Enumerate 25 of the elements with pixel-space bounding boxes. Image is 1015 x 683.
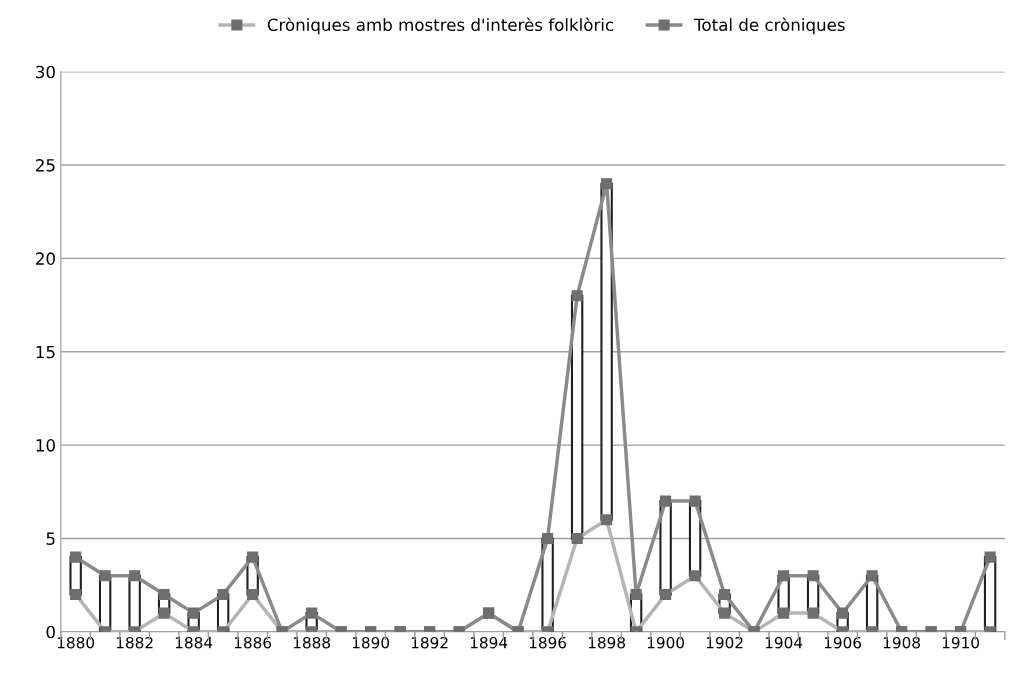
x-tick-label: 1882 [116, 636, 153, 649]
x-tick-label: 1890 [352, 636, 390, 649]
x-tick-label: 1880 [57, 636, 95, 649]
x-tick-label: 1892 [411, 636, 448, 649]
x-tick-label: 1902 [706, 636, 743, 649]
y-tick-label: 30 [36, 65, 55, 79]
x-tick-label: 1910 [942, 636, 980, 649]
y-tick-label: 20 [36, 252, 55, 265]
x-tick-label: 1904 [765, 636, 803, 649]
x-tick-label: 1886 [234, 636, 272, 649]
x-tick-label: 1894 [470, 636, 508, 649]
x-tick-label: 1900 [647, 636, 685, 649]
x-tick-label: 1896 [529, 636, 567, 649]
y-tick-label: 25 [36, 159, 55, 172]
x-tick-label: 1898 [588, 636, 626, 649]
x-tick-label: 1888 [293, 636, 331, 649]
y-tick-label: 15 [36, 345, 55, 359]
y-tick-label: 10 [36, 439, 55, 452]
legend-label: Cròniques amb mostres d'interès folklòric [267, 17, 614, 35]
y-tick-label: 5 [46, 532, 55, 545]
y-tick-label: 0 [46, 625, 55, 639]
x-tick-label: 1908 [883, 636, 920, 649]
x-tick-label: 1906 [824, 636, 862, 649]
x-tick-label: 1884 [175, 636, 213, 649]
legend-label: Total de cròniques [694, 17, 845, 35]
